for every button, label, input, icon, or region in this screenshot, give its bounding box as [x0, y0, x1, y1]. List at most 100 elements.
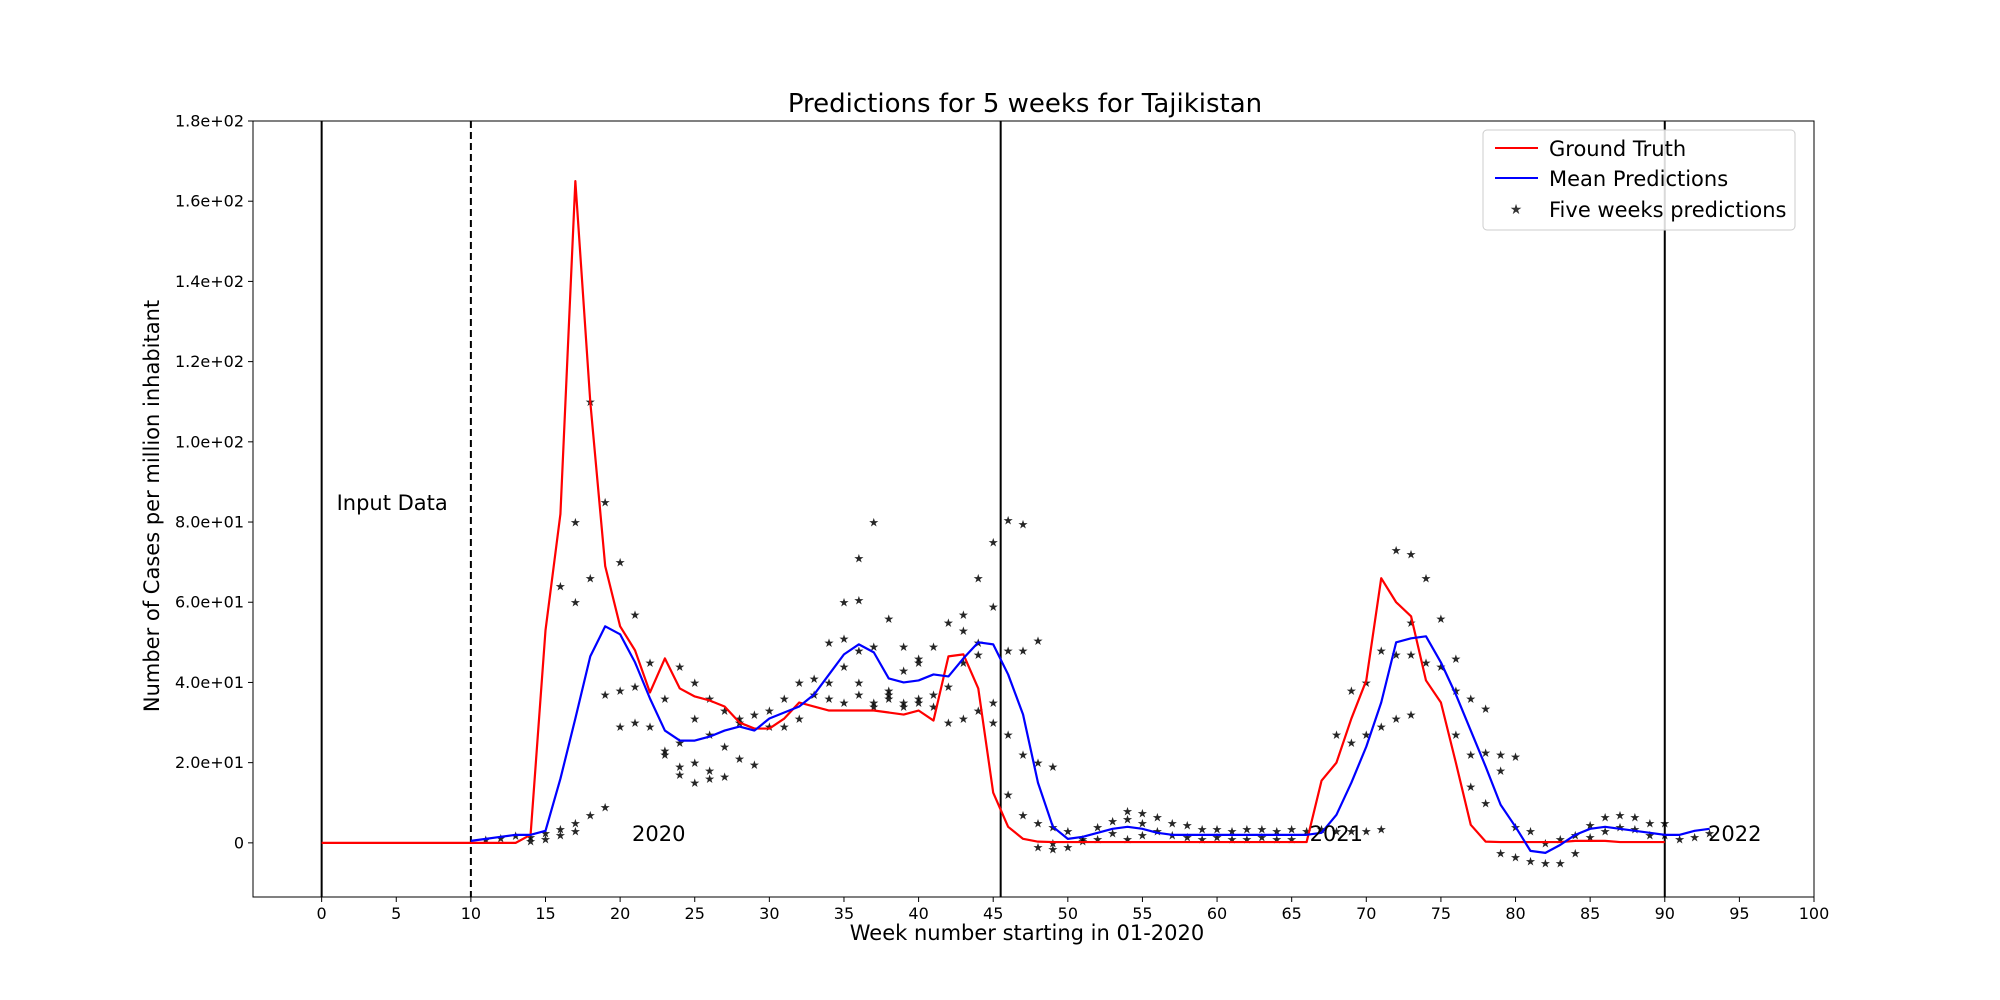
prediction-point: ★ — [674, 660, 685, 674]
prediction-point: ★ — [1018, 644, 1029, 658]
prediction-point: ★ — [1256, 822, 1267, 836]
prediction-point: ★ — [1615, 808, 1626, 822]
axes-frame — [252, 120, 1815, 898]
legend-label-five-weeks: Five weeks predictions — [1549, 198, 1787, 222]
prediction-point: ★ — [988, 600, 999, 614]
prediction-point: ★ — [898, 700, 909, 714]
prediction-point: ★ — [1495, 846, 1506, 860]
prediction-point: ★ — [1391, 544, 1402, 558]
prediction-point: ★ — [1585, 818, 1596, 832]
prediction-point: ★ — [1406, 548, 1417, 562]
x-tick-label: 70 — [1356, 904, 1376, 923]
prediction-point: ★ — [1018, 808, 1029, 822]
prediction-point: ★ — [854, 644, 865, 658]
x-tick-label: 95 — [1729, 904, 1749, 923]
prediction-point: ★ — [898, 664, 909, 678]
prediction-point: ★ — [839, 696, 850, 710]
prediction-point: ★ — [719, 704, 730, 718]
prediction-point: ★ — [1331, 824, 1342, 838]
prediction-point: ★ — [689, 756, 700, 770]
y-tick-label: 6.0e+01 — [175, 593, 244, 612]
prediction-point: ★ — [1570, 846, 1581, 860]
prediction-point: ★ — [1077, 832, 1088, 846]
prediction-point: ★ — [958, 624, 969, 638]
prediction-point: ★ — [734, 712, 745, 726]
prediction-point: ★ — [1495, 764, 1506, 778]
prediction-point: ★ — [570, 596, 581, 610]
prediction-point: ★ — [1644, 816, 1655, 830]
prediction-point: ★ — [1630, 822, 1641, 836]
prediction-point: ★ — [600, 495, 611, 509]
prediction-point: ★ — [1406, 648, 1417, 662]
x-tick-label: 75 — [1431, 904, 1451, 923]
ground-truth-line — [321, 180, 1665, 844]
prediction-point: ★ — [1122, 832, 1133, 846]
y-tick-label: 1.2e+02 — [175, 352, 244, 371]
prediction-point: ★ — [1062, 824, 1073, 838]
prediction-point: ★ — [719, 740, 730, 754]
prediction-point: ★ — [1450, 652, 1461, 666]
prediction-point: ★ — [1346, 736, 1357, 750]
prediction-point: ★ — [1182, 830, 1193, 844]
prediction-point: ★ — [510, 829, 521, 843]
prediction-point: ★ — [883, 688, 894, 702]
prediction-point: ★ — [585, 808, 596, 822]
prediction-point: ★ — [943, 716, 954, 730]
prediction-point: ★ — [540, 826, 551, 840]
prediction-point: ★ — [1137, 828, 1148, 842]
prediction-point: ★ — [839, 660, 850, 674]
prediction-point: ★ — [1391, 712, 1402, 726]
x-axis-title: Week number starting in 01-2020 — [850, 921, 1204, 945]
prediction-point: ★ — [660, 748, 671, 762]
prediction-point: ★ — [883, 684, 894, 698]
prediction-point: ★ — [615, 720, 626, 734]
prediction-point: ★ — [868, 516, 879, 530]
prediction-point: ★ — [764, 720, 775, 734]
prediction-point: ★ — [1137, 806, 1148, 820]
prediction-point: ★ — [958, 608, 969, 622]
prediction-point: ★ — [1600, 824, 1611, 838]
prediction-point: ★ — [1555, 832, 1566, 846]
prediction-point: ★ — [1495, 748, 1506, 762]
prediction-point: ★ — [1033, 840, 1044, 854]
prediction-point: ★ — [1689, 830, 1700, 844]
prediction-point: ★ — [1659, 816, 1670, 830]
prediction-point: ★ — [913, 652, 924, 666]
y-tick-label: 0 — [234, 833, 244, 852]
prediction-point: ★ — [1212, 822, 1223, 836]
y-tick-label: 4.0e+01 — [175, 673, 244, 692]
prediction-point: ★ — [883, 612, 894, 626]
prediction-point: ★ — [1003, 514, 1014, 528]
prediction-point: ★ — [1391, 648, 1402, 662]
prediction-point: ★ — [570, 516, 581, 530]
prediction-point: ★ — [645, 720, 656, 734]
prediction-point: ★ — [1256, 830, 1267, 844]
prediction-point: ★ — [958, 656, 969, 670]
prediction-point: ★ — [868, 696, 879, 710]
prediction-point: ★ — [1480, 746, 1491, 760]
prediction-point: ★ — [1704, 826, 1715, 840]
prediction-point: ★ — [480, 833, 491, 847]
y-tick-label: 2.0e+01 — [175, 753, 244, 772]
prediction-point: ★ — [525, 830, 536, 844]
x-tick-label: 55 — [1132, 904, 1152, 923]
legend: Ground Truth Mean Predictions ★ Five wee… — [1482, 129, 1796, 231]
prediction-point: ★ — [1361, 728, 1372, 742]
y-axis-title: Number of Cases per million inhabitant — [140, 300, 164, 712]
prediction-point: ★ — [1137, 816, 1148, 830]
prediction-point: ★ — [988, 536, 999, 550]
prediction-point: ★ — [1212, 830, 1223, 844]
prediction-point: ★ — [928, 640, 939, 654]
prediction-point: ★ — [615, 556, 626, 570]
prediction-point: ★ — [764, 704, 775, 718]
prediction-point: ★ — [1376, 720, 1387, 734]
prediction-point: ★ — [615, 684, 626, 698]
prediction-point: ★ — [958, 712, 969, 726]
prediction-point: ★ — [809, 672, 820, 686]
prediction-point: ★ — [495, 832, 506, 846]
y-tick-label: 1.4e+02 — [175, 272, 244, 291]
prediction-point: ★ — [1271, 832, 1282, 846]
prediction-point: ★ — [1525, 824, 1536, 838]
x-tick-label: 15 — [535, 904, 555, 923]
